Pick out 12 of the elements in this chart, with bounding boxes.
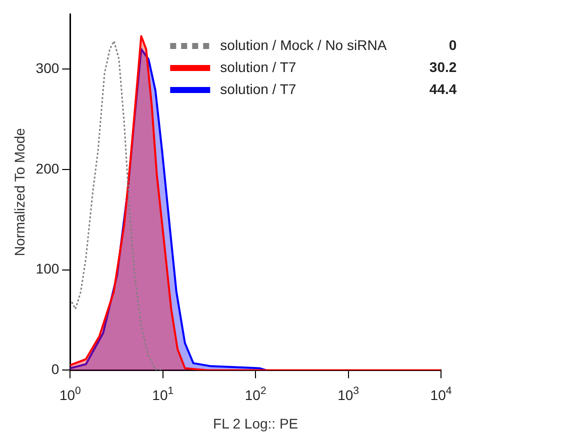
text: 0 — [448, 36, 457, 53]
annotation: 44.4 — [429, 80, 457, 97]
legend-label: solution / Mock / No siRNA — [220, 36, 388, 53]
y-tick-label: 200 — [36, 160, 60, 176]
legend-label: solution / T7 — [220, 58, 296, 75]
annotation: 30.2 — [429, 58, 457, 75]
legend-label: solution / T7 — [220, 80, 296, 97]
y-tick-label: 100 — [36, 260, 60, 277]
x-axis-title: FL 2 Log:: PE — [213, 415, 298, 432]
y-axis-title: Normalized To Mode — [11, 128, 28, 256]
y-tick-label: 0 — [51, 361, 60, 378]
y-tick-label: 300 — [36, 60, 60, 76]
